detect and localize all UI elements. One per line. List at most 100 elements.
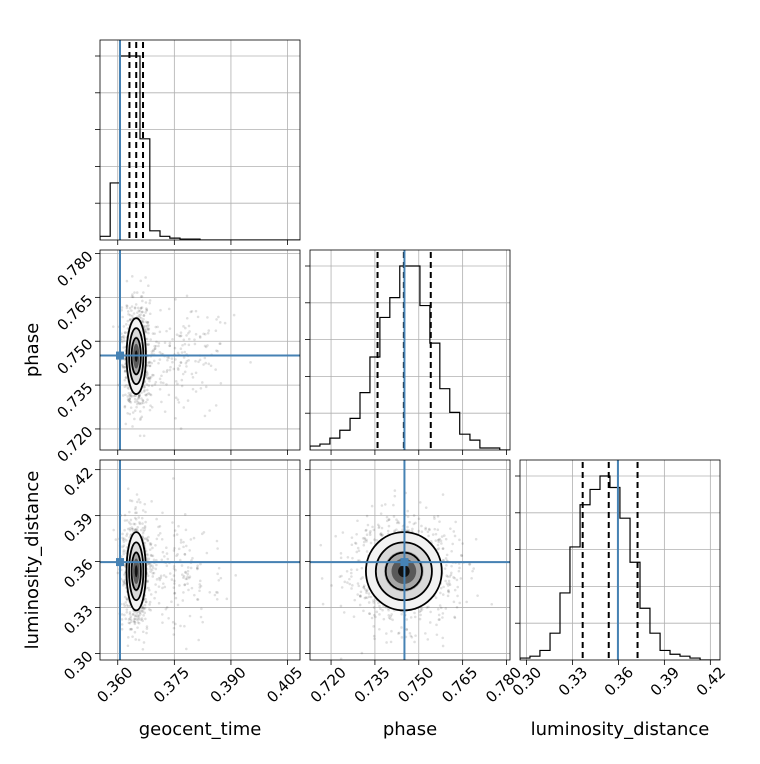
sample-point — [174, 568, 177, 572]
sample-point — [198, 579, 202, 583]
sample-point — [199, 386, 203, 390]
sample-point — [135, 528, 139, 531]
sample-point — [193, 338, 196, 341]
sample-point — [157, 534, 160, 537]
sample-point — [183, 350, 187, 354]
sample-point — [213, 593, 217, 597]
sample-point — [185, 359, 189, 363]
sample-point — [382, 617, 386, 621]
sample-point — [459, 553, 463, 557]
sample-point — [131, 411, 135, 414]
sample-point — [379, 512, 383, 515]
sample-point — [319, 543, 323, 547]
sample-point — [158, 387, 162, 391]
sample-point — [125, 611, 129, 614]
sample-point — [174, 622, 177, 626]
sample-point — [203, 344, 207, 348]
panel-frame — [309, 249, 511, 451]
sample-point — [176, 366, 180, 370]
sample-point — [170, 600, 173, 603]
sample-point — [411, 527, 414, 531]
sample-point — [149, 593, 153, 596]
sample-point — [393, 489, 397, 492]
sample-point — [180, 351, 184, 354]
sample-point — [348, 577, 351, 581]
sample-point — [148, 377, 152, 381]
sample-point — [147, 361, 151, 364]
sample-point — [219, 342, 222, 345]
sample-point — [124, 376, 128, 380]
histogram-geocent_time — [100, 55, 300, 240]
sample-point — [433, 527, 437, 531]
sample-point — [147, 361, 150, 364]
sample-point — [162, 370, 165, 374]
sample-point — [161, 550, 165, 554]
sample-point — [142, 607, 146, 611]
sample-point — [444, 537, 448, 541]
sample-point — [201, 620, 204, 624]
sample-point — [120, 363, 124, 367]
sample-point — [132, 312, 136, 315]
sample-point — [127, 399, 131, 403]
sample-point — [170, 357, 174, 360]
sample-point — [490, 602, 494, 606]
y-tick-label: 0.720 — [53, 423, 96, 466]
sample-point — [144, 393, 147, 397]
sample-point — [139, 418, 142, 421]
sample-point — [144, 324, 148, 328]
sample-point — [350, 568, 353, 571]
sample-point — [204, 385, 208, 389]
sample-point — [424, 506, 428, 509]
sample-point — [142, 385, 146, 389]
sample-point — [372, 599, 375, 602]
sample-point — [379, 533, 383, 537]
sample-point — [140, 391, 143, 394]
sample-point — [122, 550, 126, 554]
sample-point — [151, 546, 154, 550]
sample-point — [133, 306, 137, 309]
sample-point — [165, 546, 168, 550]
sample-point — [146, 574, 150, 578]
sample-point — [127, 521, 131, 524]
sample-point — [182, 545, 185, 549]
panel-frame — [99, 459, 301, 661]
sample-point — [132, 612, 135, 616]
sample-point — [123, 513, 127, 517]
sample-point — [186, 582, 189, 586]
sample-point — [122, 346, 125, 349]
sample-point — [148, 312, 152, 316]
sample-point — [203, 356, 207, 360]
sample-point — [144, 600, 148, 604]
sample-point — [455, 605, 459, 609]
sample-point — [184, 570, 187, 574]
sample-point — [136, 610, 140, 614]
sample-point — [123, 404, 127, 408]
sample-point — [138, 522, 142, 526]
sample-point — [219, 381, 223, 385]
sample-point — [183, 370, 187, 374]
sample-point — [157, 525, 160, 529]
y-tick-label: 0.33 — [60, 601, 96, 637]
sample-point — [139, 307, 143, 310]
sample-point — [134, 394, 137, 397]
sample-point — [172, 567, 176, 570]
sample-point — [146, 363, 150, 367]
sample-point — [453, 616, 457, 620]
sample-point — [141, 647, 145, 651]
sample-point — [159, 308, 162, 312]
sample-point — [437, 547, 441, 550]
sample-point — [150, 361, 153, 365]
sample-point — [145, 537, 149, 540]
sample-point — [362, 609, 365, 613]
sample-point — [178, 364, 182, 367]
sample-point — [121, 335, 124, 339]
sample-point — [172, 367, 176, 371]
sample-point — [175, 554, 178, 558]
sample-point — [410, 635, 414, 639]
sample-point — [191, 387, 195, 391]
panel-frame — [99, 39, 301, 241]
sample-point — [153, 344, 156, 348]
sample-point — [427, 534, 430, 538]
sample-point — [122, 602, 125, 606]
sample-point — [188, 575, 192, 578]
